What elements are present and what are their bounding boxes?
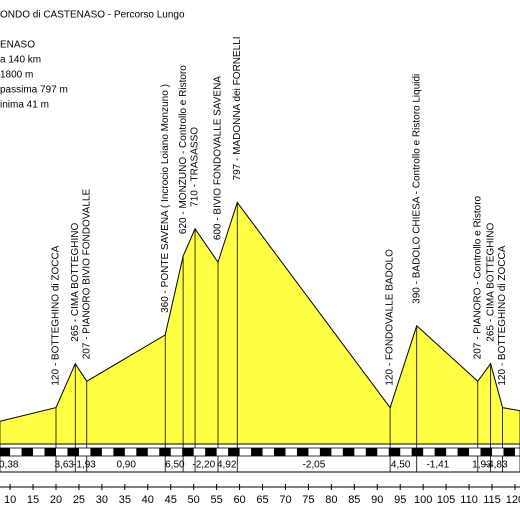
point-label: 600 - BIVIO FONDOVALLE SAVENA	[213, 76, 224, 240]
info-line: ENASO	[0, 40, 35, 51]
gradient-label: -2,20	[192, 460, 215, 471]
gradient-label: 4,92	[217, 460, 237, 471]
gradient-label: -2,05	[303, 460, 326, 471]
x-tick-label: 65	[256, 494, 268, 506]
strip-block	[136, 448, 148, 456]
point-label: 207 - PIANORO BIVIO FONDOVALLE	[81, 189, 92, 360]
x-tick-label: 10	[4, 494, 16, 506]
strip-block	[434, 448, 447, 456]
x-tick-label: 110	[460, 494, 478, 506]
x-tick-label: 75	[302, 494, 314, 506]
x-tick-label: 40	[142, 494, 154, 506]
gradient-label: 1,93	[472, 460, 492, 471]
x-tick-label: 45	[165, 494, 177, 506]
x-tick-label: 55	[211, 494, 223, 506]
gradient-label: -1,93	[73, 460, 96, 471]
point-label: 620 - MONZUNO - Controllo e Ristoro	[178, 65, 189, 234]
point-label: 265 - CIMA BOTTEGHINO	[70, 223, 81, 342]
x-tick-label: 115	[483, 494, 501, 506]
x-tick-label: 50	[188, 494, 200, 506]
strip-block	[480, 448, 493, 456]
chart-title: ONDO di CASTENASO - Percorso Lungo	[0, 10, 185, 21]
info-line: 1800 m	[0, 70, 33, 81]
point-label: 265 - CIMA BOTTEGHINO	[485, 223, 496, 342]
x-tick-label: 25	[73, 494, 85, 506]
x-tick-label: 70	[279, 494, 291, 506]
x-tick-label: 95	[394, 494, 406, 506]
point-label: 360 - PONTE SAVENA ( Incrocio Loiano Mon…	[160, 84, 171, 313]
strip-block	[503, 448, 515, 456]
strip-block	[228, 448, 240, 456]
strip-block	[411, 448, 424, 456]
point-label: 120 - BOTTEGHINO di ZOCCA	[497, 245, 508, 385]
strip-block	[0, 448, 11, 456]
x-tick-label: 100	[414, 494, 432, 506]
strip-block	[251, 448, 263, 456]
strip-block	[342, 448, 355, 456]
point-label: 390 - BADOLO CHIESA - Controllo e Ristor…	[411, 74, 422, 304]
profile-area	[0, 202, 520, 444]
x-tick-label: 120	[506, 494, 520, 506]
info-line: passima 797 m	[0, 85, 68, 96]
strip-block	[90, 448, 102, 456]
strip-block	[457, 448, 470, 456]
x-tick-label: 30	[96, 494, 108, 506]
strip-block	[365, 448, 378, 456]
x-tick-label: 105	[437, 494, 455, 506]
point-label: 207 - PIANORO - Controllo e Ristoro	[472, 195, 483, 359]
x-tick-label: 60	[233, 494, 245, 506]
x-tick-label: 90	[371, 494, 383, 506]
strip-block	[296, 448, 309, 456]
point-label: 710 - TRASASSO	[190, 127, 201, 207]
strip-block	[44, 448, 56, 456]
x-tick-label: 80	[325, 494, 337, 506]
point-label: 797 - MADONNA dei FORNELLI	[232, 37, 243, 181]
gradient-label: -1,41	[426, 460, 449, 471]
gradient-label: 6,50	[165, 460, 185, 471]
strip-block	[21, 448, 34, 456]
strip-block	[113, 448, 125, 456]
info-line: inima 41 m	[0, 100, 49, 111]
point-label: 120 - BOTTEGHINO di ZOCCA	[51, 245, 62, 385]
x-tick-label: 20	[50, 494, 62, 506]
x-tick-label: 85	[348, 494, 360, 506]
strip-block	[388, 448, 401, 456]
gradient-label: 4,50	[391, 460, 411, 471]
strip-block	[67, 448, 79, 456]
gradient-label: 0,90	[116, 460, 136, 471]
point-label: 120 - FONDOVALLE BADOLO	[385, 249, 396, 386]
info-line: a 140 km	[0, 55, 41, 66]
gradient-label: 0,38	[0, 460, 19, 471]
strip-block	[319, 448, 332, 456]
gradient-label: -4,83	[485, 460, 508, 471]
gradient-label: 3,63	[55, 460, 75, 471]
x-tick-label: 15	[27, 494, 39, 506]
strip-block	[273, 448, 286, 456]
strip-block	[205, 448, 217, 456]
strip-block	[182, 448, 194, 456]
strip-block	[159, 448, 171, 456]
x-tick-label: 35	[119, 494, 131, 506]
